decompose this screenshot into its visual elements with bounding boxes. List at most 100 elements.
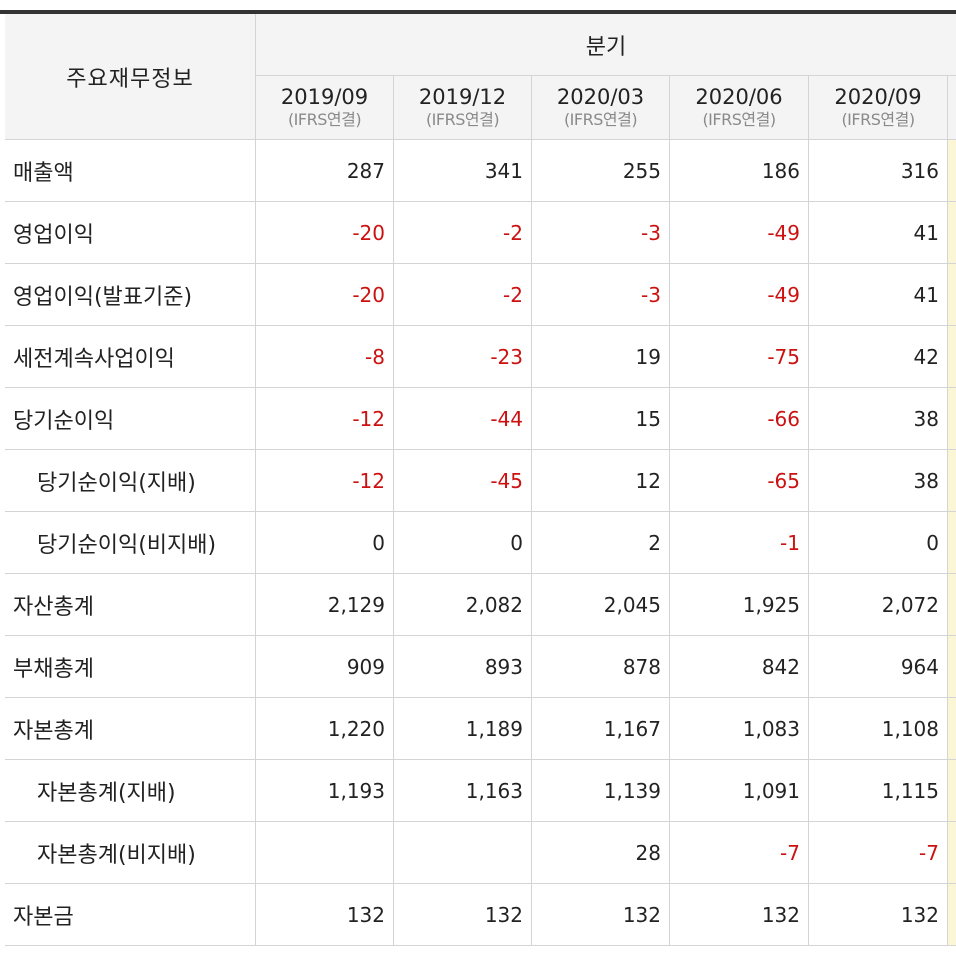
next-column-edge: [948, 760, 956, 822]
next-column-edge: [948, 140, 956, 202]
value-cell: 38: [809, 450, 948, 512]
value-cell: 186: [670, 140, 809, 202]
row-label[interactable]: 매출액: [5, 140, 256, 202]
value-cell: 2,072: [809, 574, 948, 636]
column-basis: (IFRS연결): [841, 110, 915, 130]
value-cell: -75: [670, 326, 809, 388]
financial-table: 주요재무정보 분기 2019/09 (IFRS연결) 2019/12 (IFRS연결)…: [5, 14, 956, 946]
value-cell: -2: [394, 264, 532, 326]
header-edge-column: [948, 76, 956, 140]
row-label[interactable]: 자본총계: [5, 698, 256, 760]
column-basis: (IFRS연결): [702, 110, 776, 130]
column-header-2020-03[interactable]: 2020/03 (IFRS연결): [532, 76, 670, 140]
value-cell: 132: [670, 884, 809, 946]
value-cell: -12: [256, 388, 394, 450]
column-date: 2019/12: [418, 85, 507, 110]
value-cell: 1,083: [670, 698, 809, 760]
value-cell: -45: [394, 450, 532, 512]
value-cell: 893: [394, 636, 532, 698]
value-cell: 41: [809, 264, 948, 326]
next-column-edge: [948, 450, 956, 512]
column-header-2019-09[interactable]: 2019/09 (IFRS연결): [256, 76, 394, 140]
value-cell: 42: [809, 326, 948, 388]
column-basis: (IFRS연결): [563, 110, 638, 130]
value-cell: 909: [256, 636, 394, 698]
value-cell: -65: [670, 450, 809, 512]
row-label[interactable]: 부채총계: [5, 636, 256, 698]
column-header-2020-09[interactable]: 2020/09 (IFRS연결): [809, 76, 948, 140]
value-cell: -23: [394, 326, 532, 388]
value-cell: 2,082: [394, 574, 532, 636]
value-cell: 1,091: [670, 760, 809, 822]
value-cell: 1,139: [532, 760, 670, 822]
value-cell: 0: [394, 512, 532, 574]
value-cell: 964: [809, 636, 948, 698]
value-cell: -3: [532, 264, 670, 326]
value-cell: -7: [670, 822, 809, 884]
period-group-header[interactable]: 분기: [256, 14, 956, 76]
next-column-edge: [948, 388, 956, 450]
column-basis: (IFRS연결): [425, 110, 500, 130]
value-cell: 2,129: [256, 574, 394, 636]
value-cell: -8: [256, 326, 394, 388]
value-cell: 878: [532, 636, 670, 698]
value-cell: -7: [809, 822, 948, 884]
row-label[interactable]: 당기순이익(지배): [5, 450, 256, 512]
next-column-edge: [948, 698, 956, 760]
value-cell: [256, 822, 394, 884]
row-label[interactable]: 자산총계: [5, 574, 256, 636]
value-cell: -3: [532, 202, 670, 264]
column-header-2019-12[interactable]: 2019/12 (IFRS연결): [394, 76, 532, 140]
value-cell: -20: [256, 264, 394, 326]
value-cell: 0: [809, 512, 948, 574]
row-label[interactable]: 영업이익: [5, 202, 256, 264]
column-basis: (IFRS연결): [287, 110, 362, 130]
value-cell: 0: [256, 512, 394, 574]
value-cell: -44: [394, 388, 532, 450]
row-label[interactable]: 자본금: [5, 884, 256, 946]
value-cell: -49: [670, 264, 809, 326]
value-cell: 316: [809, 140, 948, 202]
value-cell: 132: [809, 884, 948, 946]
value-cell: 341: [394, 140, 532, 202]
value-cell: -2: [394, 202, 532, 264]
value-cell: 1,925: [670, 574, 809, 636]
value-cell: [394, 822, 532, 884]
row-label[interactable]: 자본총계(지배): [5, 760, 256, 822]
value-cell: 1,108: [809, 698, 948, 760]
row-label[interactable]: 당기순이익: [5, 388, 256, 450]
value-cell: -20: [256, 202, 394, 264]
value-cell: 132: [394, 884, 532, 946]
next-column-edge: [948, 574, 956, 636]
value-cell: -49: [670, 202, 809, 264]
value-cell: -12: [256, 450, 394, 512]
next-column-edge: [948, 636, 956, 698]
value-cell: 2: [532, 512, 670, 574]
value-cell: -66: [670, 388, 809, 450]
next-column-edge: [948, 822, 956, 884]
value-cell: 19: [532, 326, 670, 388]
value-cell: 12: [532, 450, 670, 512]
value-cell: 1,167: [532, 698, 670, 760]
row-label[interactable]: 영업이익(발표기준): [5, 264, 256, 326]
row-label[interactable]: 자본총계(비지배): [5, 822, 256, 884]
column-header-2020-06[interactable]: 2020/06 (IFRS연결): [670, 76, 809, 140]
value-cell: 1,115: [809, 760, 948, 822]
next-column-edge: [948, 326, 956, 388]
table-top-border: [0, 10, 956, 14]
column-date: 2020/03: [556, 85, 645, 110]
value-cell: 2,045: [532, 574, 670, 636]
column-date: 2020/06: [695, 85, 783, 110]
value-cell: 38: [809, 388, 948, 450]
value-cell: 15: [532, 388, 670, 450]
value-cell: 132: [532, 884, 670, 946]
row-label[interactable]: 당기순이익(비지배): [5, 512, 256, 574]
value-cell: 28: [532, 822, 670, 884]
column-date: 2019/09: [280, 85, 369, 110]
column-date: 2020/09: [834, 85, 922, 110]
row-header-title: 주요재무정보: [5, 14, 256, 140]
value-cell: 1,163: [394, 760, 532, 822]
value-cell: 842: [670, 636, 809, 698]
row-label[interactable]: 세전계속사업이익: [5, 326, 256, 388]
